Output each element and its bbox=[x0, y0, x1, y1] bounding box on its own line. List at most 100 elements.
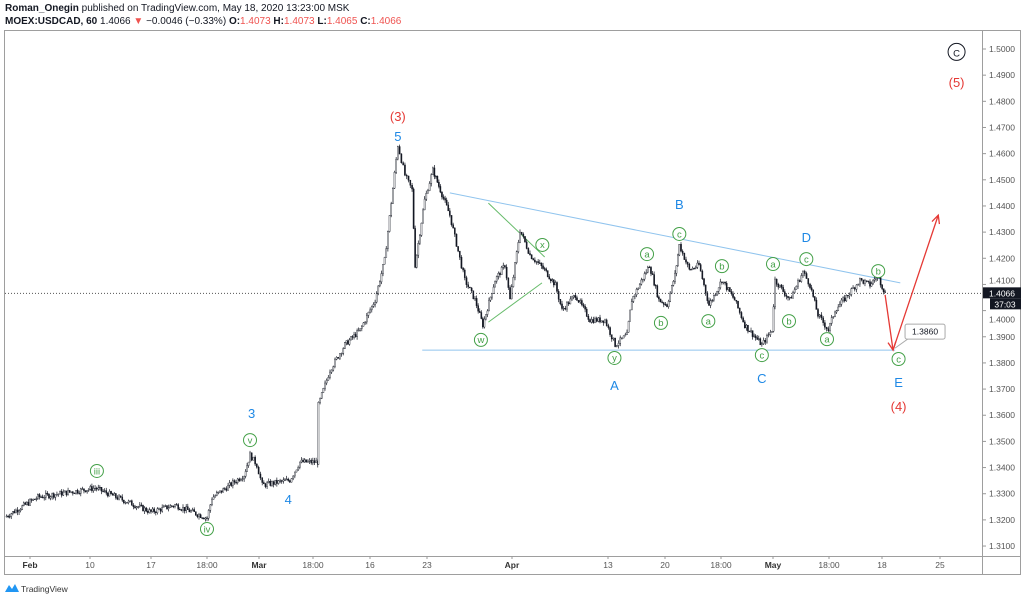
candle-body bbox=[824, 322, 826, 328]
candle-body bbox=[236, 478, 239, 483]
candle-body bbox=[592, 319, 595, 323]
candle-body bbox=[327, 377, 330, 381]
candle-body bbox=[779, 284, 781, 288]
candle-body bbox=[230, 482, 233, 486]
price-callout[interactable] bbox=[904, 323, 946, 340]
wave-label: D bbox=[802, 230, 811, 245]
candle-body bbox=[458, 250, 461, 258]
candle-body bbox=[662, 302, 665, 305]
author[interactable]: Roman_Onegin bbox=[5, 3, 79, 14]
candle-body bbox=[870, 283, 873, 287]
candle-body bbox=[850, 288, 853, 295]
price-tick-label: 1.3100 bbox=[989, 541, 1015, 551]
low-value: 1.4065 bbox=[327, 16, 358, 27]
candle-body bbox=[594, 318, 596, 323]
wave-label: 3 bbox=[248, 406, 255, 421]
candle-body bbox=[803, 271, 806, 274]
candle-body bbox=[329, 371, 331, 378]
candle-body bbox=[564, 308, 567, 310]
candle-body bbox=[274, 479, 277, 485]
candle-body bbox=[757, 338, 760, 340]
candle-body bbox=[302, 459, 304, 463]
candle-body bbox=[467, 284, 469, 288]
candle-body bbox=[500, 267, 503, 276]
time-tick-label: 18:00 bbox=[196, 560, 218, 570]
candle-body bbox=[699, 264, 702, 272]
price-axis[interactable]: 1.3100 1.3200 1.3300 1.3400 1.3500 1.3600 1.37… bbox=[982, 44, 1015, 551]
candle-body bbox=[387, 231, 389, 249]
candle-body bbox=[607, 325, 610, 328]
candle-body bbox=[674, 272, 676, 282]
candle-body bbox=[441, 191, 443, 198]
wave-label-text: c bbox=[677, 229, 682, 240]
candle-body bbox=[661, 301, 663, 303]
candle-body bbox=[653, 274, 655, 286]
candle-body bbox=[497, 273, 500, 277]
candle-body bbox=[13, 511, 16, 514]
candle-body bbox=[669, 292, 671, 302]
trendline-wxy-upper[interactable] bbox=[488, 202, 546, 258]
candle-body bbox=[561, 303, 563, 309]
candle-body bbox=[774, 278, 776, 308]
tradingview-brand[interactable]: TradingView bbox=[21, 584, 69, 594]
candle-body bbox=[54, 494, 57, 498]
candle-body bbox=[313, 460, 316, 463]
circle-icon bbox=[820, 332, 834, 347]
candle-body bbox=[524, 236, 526, 243]
candle-body bbox=[194, 511, 197, 516]
candle-body bbox=[840, 299, 843, 305]
candle-body bbox=[305, 459, 308, 463]
price-tick-label: 1.4500 bbox=[989, 175, 1015, 185]
candle-body bbox=[134, 506, 136, 509]
time-tick-label: 17 bbox=[146, 560, 156, 570]
candle-body bbox=[470, 287, 473, 291]
time-axis[interactable]: Feb 10 17 18:00 Mar 18:00 16 23 Apr 13 20 18:00 May 1… bbox=[22, 556, 945, 570]
price-tick-label: 1.3300 bbox=[989, 489, 1015, 499]
candle-body bbox=[402, 162, 404, 166]
candle-body bbox=[678, 244, 681, 256]
candle-body bbox=[527, 248, 530, 254]
candle-body bbox=[127, 500, 130, 503]
candle-body bbox=[469, 286, 471, 289]
wave-label-circled: c bbox=[891, 351, 906, 366]
time-tick-label: May bbox=[765, 560, 782, 570]
candle-body bbox=[436, 176, 439, 183]
candle-body bbox=[810, 287, 813, 290]
candle-body bbox=[121, 496, 124, 501]
tradingview-logo-icon[interactable] bbox=[5, 584, 19, 592]
symbol[interactable]: MOEX:USDCAD, 60 bbox=[5, 16, 98, 27]
candle-body bbox=[742, 317, 744, 323]
last-price: 1.4066 bbox=[100, 16, 131, 27]
wave-label-circled: v bbox=[243, 433, 258, 448]
candle-body bbox=[818, 314, 821, 317]
candle-body bbox=[581, 300, 583, 305]
candle-body bbox=[709, 300, 712, 306]
candle-body bbox=[815, 299, 818, 310]
candle-body bbox=[353, 334, 355, 338]
candle-body bbox=[115, 493, 117, 498]
candle-body bbox=[843, 297, 846, 302]
candle-body bbox=[204, 517, 207, 520]
candle-body bbox=[372, 304, 375, 307]
candle-body bbox=[243, 476, 245, 480]
candle-body bbox=[860, 278, 863, 281]
candle-body bbox=[89, 486, 92, 490]
candle-body bbox=[209, 504, 212, 511]
trendline-wxy-lower[interactable] bbox=[488, 282, 543, 323]
candle-body bbox=[225, 488, 228, 491]
candle-body bbox=[105, 490, 108, 494]
candle-body bbox=[300, 459, 303, 463]
candle-body bbox=[81, 488, 84, 490]
candle-body bbox=[284, 479, 286, 481]
candle-body bbox=[193, 509, 196, 512]
candle-body bbox=[640, 279, 643, 285]
projection-arrows[interactable]: 1.3860 bbox=[884, 213, 946, 352]
candle-body bbox=[654, 285, 657, 287]
candle-body bbox=[135, 506, 138, 509]
candle-body bbox=[153, 508, 156, 513]
candle-body bbox=[276, 479, 278, 484]
candle-body bbox=[609, 327, 611, 335]
candle-body bbox=[605, 319, 608, 326]
candle-body bbox=[445, 199, 448, 206]
